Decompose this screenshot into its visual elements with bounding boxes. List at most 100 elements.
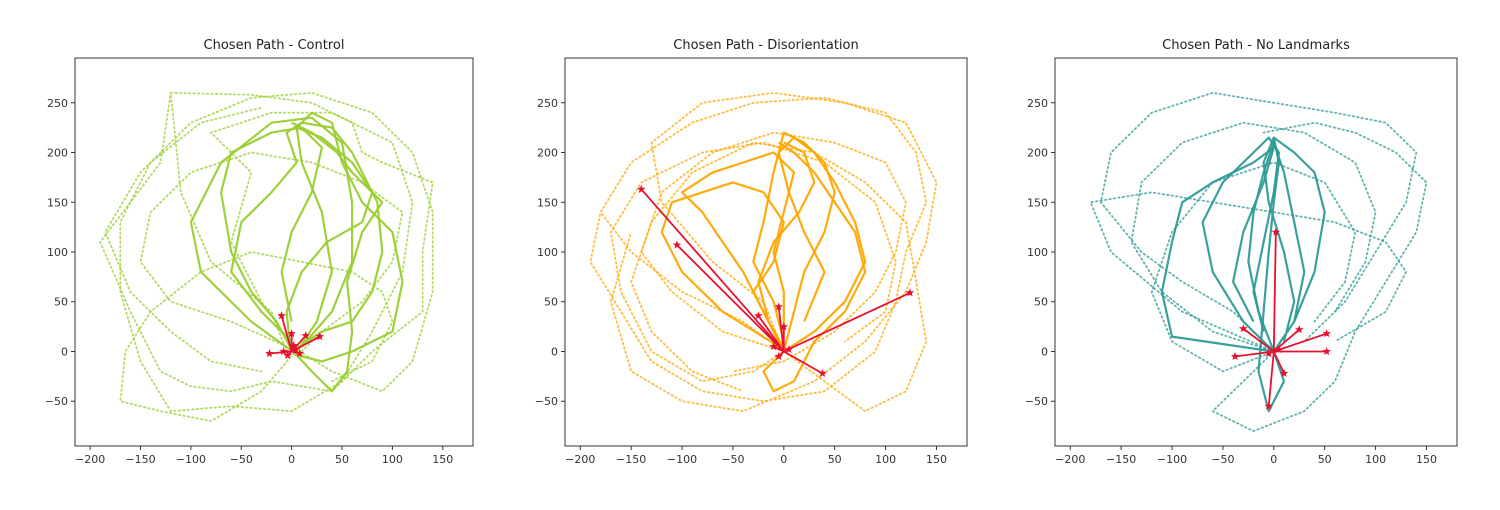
target-star-marker	[287, 329, 296, 338]
target-star-marker	[265, 349, 274, 358]
y-tick-label: 200	[47, 147, 68, 160]
target-star-marker	[295, 349, 304, 358]
chosen-path-line	[189, 116, 354, 351]
chart-panel-no-landmarks: Chosen Path - No Landmarks −200 −150 −100 −…	[1025, 38, 1458, 466]
y-tick-label: −50	[1025, 395, 1048, 408]
y-tick-label: 200	[537, 147, 558, 160]
x-tick-label: 100	[875, 453, 896, 466]
y-tick-label: −50	[535, 395, 558, 408]
plot-frame	[1054, 57, 1458, 447]
exploration-path-line	[1211, 121, 1428, 433]
target-star-marker	[769, 342, 778, 351]
y-tick-label: 200	[1027, 147, 1048, 160]
chosen-path-line	[660, 181, 785, 348]
x-tick-label: −200	[75, 453, 105, 466]
target-line	[640, 188, 785, 353]
x-tick-label: −150	[125, 453, 155, 466]
target-line	[676, 244, 785, 353]
x-tick-label: 150	[926, 453, 947, 466]
y-tick-label: 50	[1034, 296, 1048, 309]
y-tick-label: 150	[47, 196, 68, 209]
chosen-path-line	[777, 136, 867, 353]
y-tick-label: 0	[1041, 345, 1048, 358]
target-star-marker	[774, 352, 783, 361]
x-tick-label: 100	[1365, 453, 1386, 466]
x-tick-label: −100	[667, 453, 697, 466]
target-line	[1267, 351, 1275, 407]
target-star-marker	[301, 331, 310, 340]
exploration-path-line	[104, 91, 434, 393]
chart-title: Chosen Path - No Landmarks	[1162, 38, 1350, 53]
y-tick-label: 150	[537, 196, 558, 209]
target-star-marker	[1239, 324, 1248, 333]
target-line	[1272, 351, 1285, 374]
x-tick-label: −50	[230, 453, 253, 466]
target-star-marker	[1322, 347, 1331, 356]
target-line	[783, 350, 823, 375]
chart-panel-disorientation: Chosen Path - Disorientation −200 −150 −10…	[535, 38, 968, 466]
chosen-path-line	[1257, 137, 1286, 413]
chart-title: Chosen Path - Disorientation	[673, 38, 858, 53]
y-tick-label: 250	[1027, 97, 1048, 110]
target-star-marker	[289, 341, 298, 350]
exploration-path-line	[99, 91, 434, 393]
exploration-path-line	[609, 141, 897, 383]
x-tick-label: −100	[176, 453, 206, 466]
chosen-path-line	[1247, 141, 1306, 352]
x-tick-label: −100	[1157, 453, 1187, 466]
x-tick-label: 150	[432, 453, 453, 466]
y-tick-label: 250	[537, 97, 558, 110]
y-tick-label: 100	[537, 246, 558, 259]
target-line	[1272, 232, 1277, 352]
target-star-marker	[774, 302, 783, 311]
target-line	[757, 315, 785, 353]
target-star-marker	[315, 332, 325, 341]
target-star-marker	[818, 368, 827, 377]
target-line	[280, 315, 293, 352]
exploration-path-line	[589, 96, 928, 403]
target-star-marker	[1295, 325, 1304, 334]
plot-area	[99, 91, 434, 423]
chosen-path-line	[1262, 136, 1326, 353]
target-star-marker	[1264, 401, 1273, 410]
x-tick-label: 0	[1270, 453, 1277, 466]
target-star-marker	[784, 345, 794, 354]
target-line	[1242, 327, 1275, 353]
target-star-marker	[1264, 349, 1273, 358]
chosen-path-line	[220, 126, 323, 353]
exploration-path-line	[1150, 161, 1357, 373]
target-star-marker	[279, 347, 288, 356]
chart-title: Chosen Path - Control	[204, 38, 345, 53]
target-star-marker	[1274, 345, 1284, 354]
x-tick-label: 50	[828, 453, 842, 466]
chosen-path-line	[752, 131, 836, 352]
y-tick-label: −50	[45, 395, 68, 408]
chosen-path-line	[680, 151, 796, 352]
x-tick-label: 50	[335, 453, 349, 466]
exploration-path-line	[139, 151, 404, 353]
target-star-marker	[1271, 227, 1281, 236]
exploration-path-line	[1099, 91, 1418, 353]
x-tick-label: −50	[721, 453, 744, 466]
chosen-path-line	[1201, 136, 1281, 353]
x-tick-label: −200	[565, 453, 595, 466]
chart-panel-control: Chosen Path - Control −200 −150 −100 −50 0 50…	[45, 38, 474, 466]
y-tick-label: 100	[47, 246, 68, 259]
exploration-path-line	[640, 131, 907, 373]
chosen-path-line	[230, 121, 384, 353]
x-tick-label: 0	[288, 453, 295, 466]
chosen-path-line	[294, 111, 404, 363]
x-tick-label: −150	[1106, 453, 1136, 466]
y-tick-label: 0	[61, 345, 68, 358]
y-tick-label: 0	[551, 345, 558, 358]
y-tick-label: 250	[47, 97, 68, 110]
x-tick-label: −50	[1211, 453, 1234, 466]
chosen-path-line	[290, 121, 384, 393]
plot-area	[1089, 91, 1428, 433]
exploration-path-line	[119, 106, 414, 413]
target-star-marker	[1230, 352, 1240, 361]
exploration-path-line	[1130, 121, 1377, 353]
target-star-marker	[277, 311, 286, 320]
x-tick-label: −150	[616, 453, 646, 466]
